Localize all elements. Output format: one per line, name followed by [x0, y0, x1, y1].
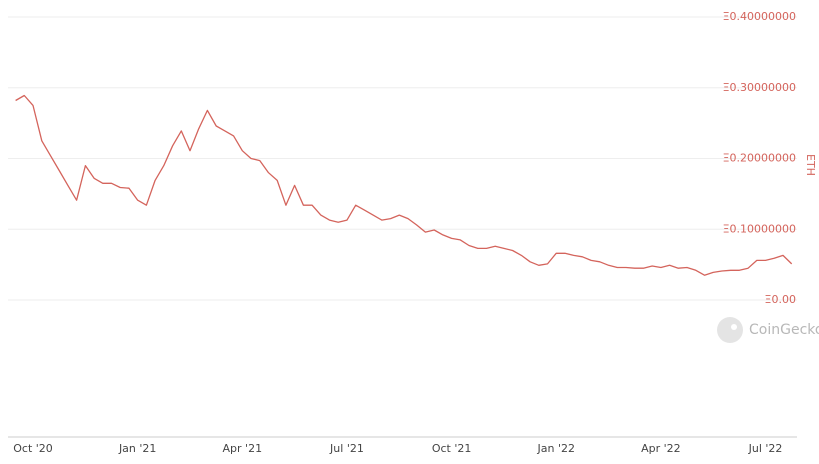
x-tick-label: Jan '21: [118, 442, 156, 455]
x-tick-label: Apr '21: [223, 442, 263, 455]
watermark-logo-eye: [731, 324, 737, 330]
x-tick-label: Jan '22: [536, 442, 574, 455]
y-tick-label: Ξ0.40000000: [723, 10, 796, 23]
x-tick-label: Jul '22: [748, 442, 783, 455]
y-axis-label: ETH: [804, 154, 817, 176]
x-tick-label: Apr '22: [641, 442, 681, 455]
y-tick-label: Ξ0.30000000: [723, 81, 796, 94]
watermark: CoinGecko: [749, 322, 819, 338]
price-line: [15, 94, 793, 276]
y-tick-label: Ξ0.20000000: [723, 152, 796, 165]
watermark-logo: [717, 317, 743, 343]
y-tick-label: Ξ0.10000000: [723, 222, 796, 235]
x-tick-label: Oct '20: [13, 442, 53, 455]
y-tick-label: Ξ0.00: [765, 293, 796, 306]
x-tick-label: Oct '21: [432, 442, 472, 455]
x-tick-label: Jul '21: [329, 442, 364, 455]
